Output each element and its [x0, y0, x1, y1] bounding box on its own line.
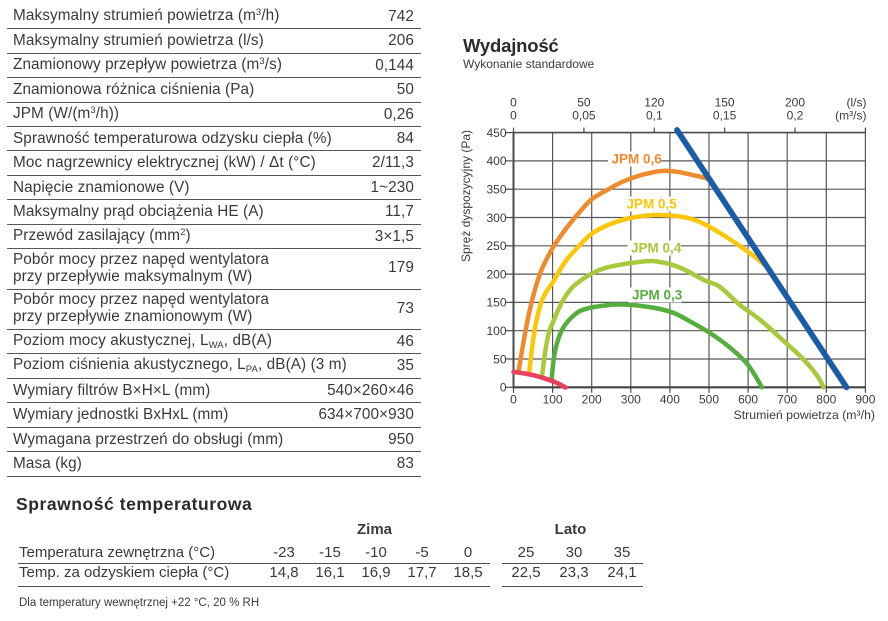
svg-text:(m³/s): (m³/s) — [835, 109, 866, 123]
svg-text:600: 600 — [738, 393, 758, 407]
svg-text:0: 0 — [510, 393, 517, 407]
svg-text:700: 700 — [777, 393, 797, 407]
svg-text:350: 350 — [486, 183, 506, 197]
svg-text:300: 300 — [621, 393, 641, 407]
svg-text:500: 500 — [699, 393, 719, 407]
svg-text:100: 100 — [543, 393, 563, 407]
svg-text:Spręż dyspozycyjny (Pa): Spręż dyspozycyjny (Pa) — [459, 130, 473, 262]
svg-text:Strumień powietrza (m³/h): Strumień powietrza (m³/h) — [734, 408, 875, 422]
svg-text:200: 200 — [486, 267, 506, 281]
svg-text:120: 120 — [644, 96, 664, 110]
svg-text:200: 200 — [582, 393, 602, 407]
svg-text:400: 400 — [486, 154, 506, 168]
svg-text:800: 800 — [816, 393, 836, 407]
svg-text:400: 400 — [660, 393, 680, 407]
svg-text:150: 150 — [486, 296, 506, 310]
svg-text:0: 0 — [500, 381, 507, 395]
svg-text:0,05: 0,05 — [572, 109, 596, 123]
svg-text:300: 300 — [486, 211, 506, 225]
svg-text:50: 50 — [493, 352, 507, 366]
svg-text:150: 150 — [715, 96, 735, 110]
svg-text:JPM 0,4: JPM 0,4 — [631, 241, 682, 256]
svg-text:(l/s): (l/s) — [847, 96, 867, 110]
svg-text:50: 50 — [577, 96, 591, 110]
svg-text:0: 0 — [510, 96, 517, 110]
svg-text:250: 250 — [486, 239, 506, 253]
svg-text:0: 0 — [510, 109, 517, 123]
svg-text:200: 200 — [785, 96, 805, 110]
svg-text:JPM 0,5: JPM 0,5 — [627, 197, 678, 212]
svg-text:100: 100 — [486, 324, 506, 338]
svg-text:JPM 0,3: JPM 0,3 — [632, 288, 683, 303]
svg-text:0,15: 0,15 — [713, 109, 737, 123]
svg-text:0,2: 0,2 — [787, 109, 804, 123]
svg-text:JPM 0,6: JPM 0,6 — [612, 152, 663, 167]
svg-text:900: 900 — [855, 393, 875, 407]
svg-text:450: 450 — [486, 126, 506, 140]
svg-text:0,1: 0,1 — [646, 109, 663, 123]
